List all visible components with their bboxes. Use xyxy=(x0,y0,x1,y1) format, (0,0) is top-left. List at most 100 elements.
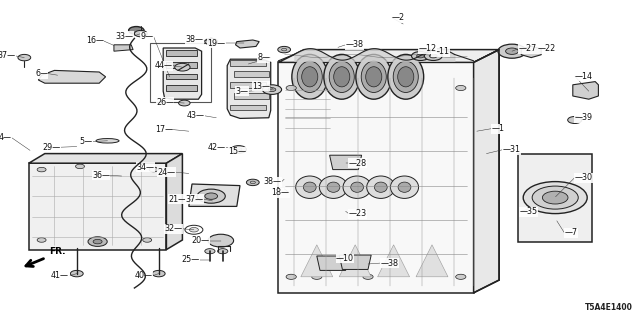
Text: —22: —22 xyxy=(538,44,556,53)
Text: 44—: 44— xyxy=(155,61,173,70)
Circle shape xyxy=(149,167,158,172)
Circle shape xyxy=(208,234,234,247)
Text: 37—: 37— xyxy=(0,52,16,60)
Ellipse shape xyxy=(297,61,323,92)
Text: 5—: 5— xyxy=(79,137,93,146)
Text: 16—: 16— xyxy=(86,36,104,45)
Circle shape xyxy=(312,274,322,279)
Text: 42—: 42— xyxy=(207,143,225,152)
Circle shape xyxy=(262,85,282,94)
Circle shape xyxy=(286,85,296,91)
Polygon shape xyxy=(227,59,271,118)
Circle shape xyxy=(70,270,83,277)
Circle shape xyxy=(456,274,466,279)
Text: 24—: 24— xyxy=(158,168,176,177)
Text: 19—: 19— xyxy=(207,39,225,48)
Text: 37—: 37— xyxy=(186,195,204,204)
Text: 17—: 17— xyxy=(155,125,173,134)
Polygon shape xyxy=(330,155,362,170)
Text: —7: —7 xyxy=(564,228,578,237)
Text: —12: —12 xyxy=(419,44,436,53)
Ellipse shape xyxy=(388,54,424,99)
Circle shape xyxy=(205,249,215,254)
Text: 18—: 18— xyxy=(271,188,289,197)
Polygon shape xyxy=(278,50,499,62)
Polygon shape xyxy=(163,48,202,99)
Ellipse shape xyxy=(397,67,414,87)
Text: 6—: 6— xyxy=(35,69,48,78)
Text: T5A4E1400: T5A4E1400 xyxy=(584,303,632,312)
Text: —1: —1 xyxy=(492,124,504,133)
Ellipse shape xyxy=(327,182,340,192)
Polygon shape xyxy=(474,50,499,293)
Polygon shape xyxy=(236,40,259,48)
Text: 33—: 33— xyxy=(115,32,133,41)
Polygon shape xyxy=(518,154,592,242)
Ellipse shape xyxy=(361,61,387,92)
Text: 34—: 34— xyxy=(137,163,155,172)
Circle shape xyxy=(37,238,46,242)
Ellipse shape xyxy=(374,182,387,192)
Ellipse shape xyxy=(390,176,419,198)
Bar xyxy=(166,74,197,79)
Bar xyxy=(166,50,197,56)
Text: 4—: 4— xyxy=(0,133,12,142)
Text: —14: —14 xyxy=(575,72,593,81)
Circle shape xyxy=(231,146,246,153)
Polygon shape xyxy=(416,245,448,277)
Circle shape xyxy=(134,30,147,37)
Circle shape xyxy=(205,193,218,199)
Ellipse shape xyxy=(398,182,411,192)
Circle shape xyxy=(268,88,276,92)
Circle shape xyxy=(278,46,291,53)
Ellipse shape xyxy=(356,54,392,99)
Circle shape xyxy=(189,228,198,232)
Ellipse shape xyxy=(351,182,364,192)
Circle shape xyxy=(76,164,84,169)
Ellipse shape xyxy=(303,182,316,192)
Circle shape xyxy=(498,44,526,58)
Ellipse shape xyxy=(96,139,119,143)
Polygon shape xyxy=(166,154,182,250)
Text: 13—: 13— xyxy=(252,82,270,91)
Circle shape xyxy=(543,191,568,204)
Text: —31: —31 xyxy=(502,145,520,154)
Text: 38—: 38— xyxy=(264,177,282,186)
Circle shape xyxy=(37,167,46,172)
Text: —2: —2 xyxy=(392,13,405,22)
Text: —11: —11 xyxy=(431,47,449,56)
Text: 29—: 29— xyxy=(42,143,61,152)
Text: 20—: 20— xyxy=(192,236,210,245)
Text: 26—: 26— xyxy=(156,98,174,107)
Ellipse shape xyxy=(301,67,318,87)
Polygon shape xyxy=(521,46,541,58)
Polygon shape xyxy=(234,93,269,99)
Text: —23: —23 xyxy=(349,209,367,218)
Bar xyxy=(166,62,197,68)
Text: 3—: 3— xyxy=(236,87,248,96)
Text: —27: —27 xyxy=(518,44,537,53)
Circle shape xyxy=(18,54,31,61)
Text: 40—: 40— xyxy=(134,271,152,280)
Circle shape xyxy=(568,116,582,124)
Polygon shape xyxy=(29,163,166,250)
Text: 43—: 43— xyxy=(187,111,205,120)
Polygon shape xyxy=(230,60,266,66)
Ellipse shape xyxy=(292,54,328,99)
Circle shape xyxy=(532,186,579,209)
Circle shape xyxy=(424,52,442,60)
Circle shape xyxy=(417,54,424,58)
Circle shape xyxy=(179,100,190,106)
Text: —35: —35 xyxy=(520,207,538,216)
Polygon shape xyxy=(230,82,266,88)
Polygon shape xyxy=(114,45,133,51)
Text: 32—: 32— xyxy=(164,224,182,233)
Bar xyxy=(166,85,197,91)
Text: —10: —10 xyxy=(336,254,354,263)
Circle shape xyxy=(175,63,190,71)
Text: 15—: 15— xyxy=(228,148,246,156)
Circle shape xyxy=(246,179,259,186)
Circle shape xyxy=(524,181,588,214)
Circle shape xyxy=(286,274,296,279)
Text: 9—: 9— xyxy=(140,32,154,41)
